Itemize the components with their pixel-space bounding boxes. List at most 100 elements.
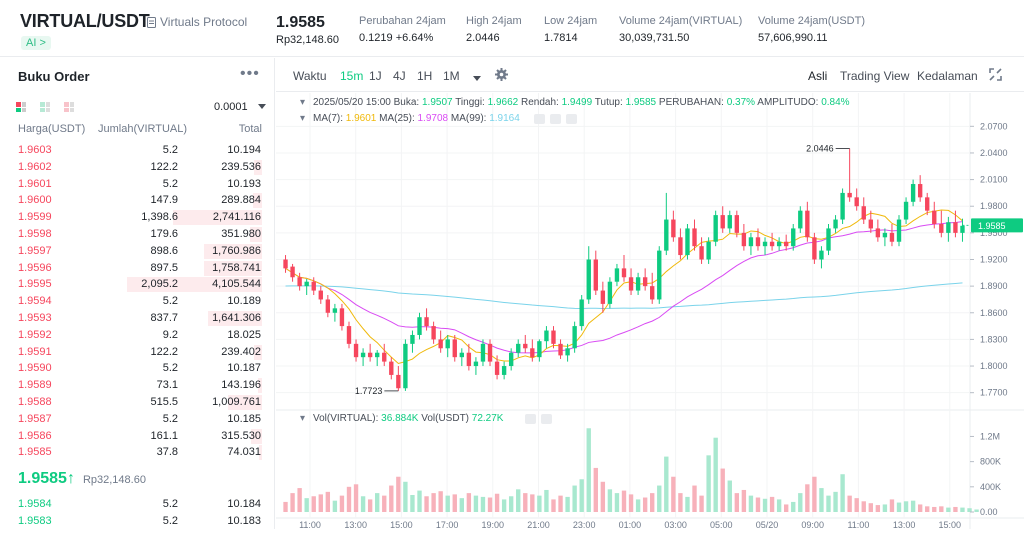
volume-bar[interactable] bbox=[946, 507, 951, 512]
volume-bar[interactable] bbox=[889, 499, 895, 512]
volume-bar[interactable] bbox=[960, 507, 965, 512]
candle-body[interactable] bbox=[480, 343, 486, 362]
candle-body[interactable] bbox=[565, 348, 570, 356]
volume-bar[interactable] bbox=[910, 500, 916, 512]
ask-row[interactable]: 1.9597 898.6 1,760.986 bbox=[0, 243, 275, 260]
volume-bar[interactable] bbox=[600, 481, 606, 512]
candle-body[interactable] bbox=[438, 339, 443, 349]
settings-gear-icon[interactable] bbox=[495, 68, 508, 84]
volume-bar[interactable] bbox=[678, 493, 683, 512]
candle-body[interactable] bbox=[452, 339, 457, 358]
ask-row[interactable]: 1.9591 122.2 239.402 bbox=[0, 344, 275, 361]
candle-body[interactable] bbox=[776, 241, 782, 247]
interval-1h[interactable]: 1H bbox=[417, 69, 433, 83]
candle-body[interactable] bbox=[600, 290, 606, 304]
volume-bar[interactable] bbox=[664, 456, 669, 512]
candle-body[interactable] bbox=[953, 222, 958, 233]
volume-bar[interactable] bbox=[410, 495, 415, 512]
volume-bar[interactable] bbox=[565, 496, 570, 512]
view-asks-icon[interactable] bbox=[64, 102, 74, 112]
candle-body[interactable] bbox=[325, 299, 331, 313]
legend-toggle-icon[interactable] bbox=[541, 414, 552, 424]
candle-body[interactable] bbox=[917, 184, 923, 198]
view-bids-icon[interactable] bbox=[40, 102, 50, 112]
volume-bar[interactable] bbox=[311, 496, 316, 512]
candle-body[interactable] bbox=[290, 266, 295, 278]
candle-body[interactable] bbox=[706, 241, 711, 260]
ask-row[interactable]: 1.9587 5.2 10.185 bbox=[0, 411, 275, 428]
volume-bar[interactable] bbox=[480, 496, 486, 512]
volume-bar[interactable] bbox=[939, 506, 944, 512]
volume-bar[interactable] bbox=[537, 495, 542, 512]
candle-body[interactable] bbox=[494, 361, 500, 375]
ask-row[interactable]: 1.9593 837.7 1,641.306 bbox=[0, 310, 275, 327]
volume-bar[interactable] bbox=[932, 506, 937, 512]
candle-body[interactable] bbox=[819, 250, 824, 260]
candle-body[interactable] bbox=[635, 277, 641, 291]
candle-body[interactable] bbox=[769, 241, 775, 247]
volume-bar[interactable] bbox=[396, 476, 401, 512]
legend-toggle-icon[interactable] bbox=[525, 414, 536, 424]
volume-bar[interactable] bbox=[544, 489, 549, 512]
ask-row[interactable]: 1.9592 9.2 18.025 bbox=[0, 327, 275, 344]
candle-body[interactable] bbox=[657, 250, 662, 300]
candle-body[interactable] bbox=[741, 232, 747, 247]
volume-bar[interactable] bbox=[417, 490, 422, 512]
candle-body[interactable] bbox=[868, 219, 873, 229]
candle-body[interactable] bbox=[367, 352, 373, 358]
volume-bar[interactable] bbox=[607, 489, 613, 512]
ask-row[interactable]: 1.9586 161.1 315.530 bbox=[0, 428, 275, 445]
candle-body[interactable] bbox=[783, 241, 789, 247]
candle-body[interactable] bbox=[720, 215, 725, 229]
volume-bar[interactable] bbox=[551, 499, 556, 512]
candle-body[interactable] bbox=[431, 326, 436, 340]
candlestick-chart-svg[interactable]: 2.0700 2.0400 2.0100 1.9800 1.9500 1.9200 1.89… bbox=[276, 93, 1024, 530]
volume-bar[interactable] bbox=[403, 481, 408, 512]
volume-bar[interactable] bbox=[868, 503, 873, 512]
legend-caret-icon[interactable]: ▾ bbox=[300, 413, 305, 424]
ask-row[interactable]: 1.9594 5.2 10.189 bbox=[0, 293, 275, 310]
volume-bar[interactable] bbox=[530, 494, 535, 512]
candle-body[interactable] bbox=[628, 277, 634, 291]
volume-bar[interactable] bbox=[685, 496, 690, 512]
volume-bar[interactable] bbox=[671, 476, 676, 512]
candle-body[interactable] bbox=[459, 352, 465, 358]
candle-body[interactable] bbox=[833, 219, 838, 229]
candle-body[interactable] bbox=[621, 268, 627, 278]
candle-body[interactable] bbox=[755, 237, 761, 247]
volume-bar[interactable] bbox=[621, 490, 627, 512]
ask-row[interactable]: 1.9599 1,398.6 2,741.116 bbox=[0, 209, 275, 226]
volume-bar[interactable] bbox=[776, 499, 782, 512]
volume-bar[interactable] bbox=[657, 485, 662, 512]
volume-bar[interactable] bbox=[812, 476, 817, 512]
candle-body[interactable] bbox=[960, 225, 965, 233]
volume-bar[interactable] bbox=[283, 501, 288, 512]
candle-body[interactable] bbox=[283, 259, 288, 269]
candle-body[interactable] bbox=[847, 192, 852, 198]
candle-body[interactable] bbox=[544, 330, 549, 342]
fullscreen-icon[interactable] bbox=[989, 68, 1002, 84]
ask-row[interactable]: 1.9595 2,095.2 4,105.544 bbox=[0, 276, 275, 293]
candle-body[interactable] bbox=[875, 228, 881, 238]
volume-bar[interactable] bbox=[375, 493, 380, 512]
candle-body[interactable] bbox=[805, 210, 810, 238]
candle-body[interactable] bbox=[586, 259, 591, 300]
volume-bar[interactable] bbox=[452, 494, 457, 512]
volume-bar[interactable] bbox=[791, 501, 796, 512]
candle-body[interactable] bbox=[353, 343, 359, 358]
volume-bar[interactable] bbox=[741, 489, 747, 512]
volume-bar[interactable] bbox=[431, 493, 436, 512]
candle-body[interactable] bbox=[375, 352, 380, 358]
volume-bar[interactable] bbox=[798, 493, 803, 512]
volume-bar[interactable] bbox=[720, 468, 725, 512]
mid-price[interactable]: 1.9585↑ Rp32,148.60 bbox=[18, 470, 146, 488]
candle-body[interactable] bbox=[896, 219, 902, 242]
volume-bar[interactable] bbox=[727, 480, 732, 512]
volume-bar[interactable] bbox=[494, 493, 500, 512]
volume-bar[interactable] bbox=[593, 467, 598, 512]
candle-body[interactable] bbox=[389, 361, 394, 375]
candle-body[interactable] bbox=[748, 237, 754, 247]
volume-bar[interactable] bbox=[332, 500, 338, 512]
ai-badge[interactable]: AI > bbox=[21, 36, 51, 50]
interval-more-caret-icon[interactable] bbox=[473, 71, 481, 85]
